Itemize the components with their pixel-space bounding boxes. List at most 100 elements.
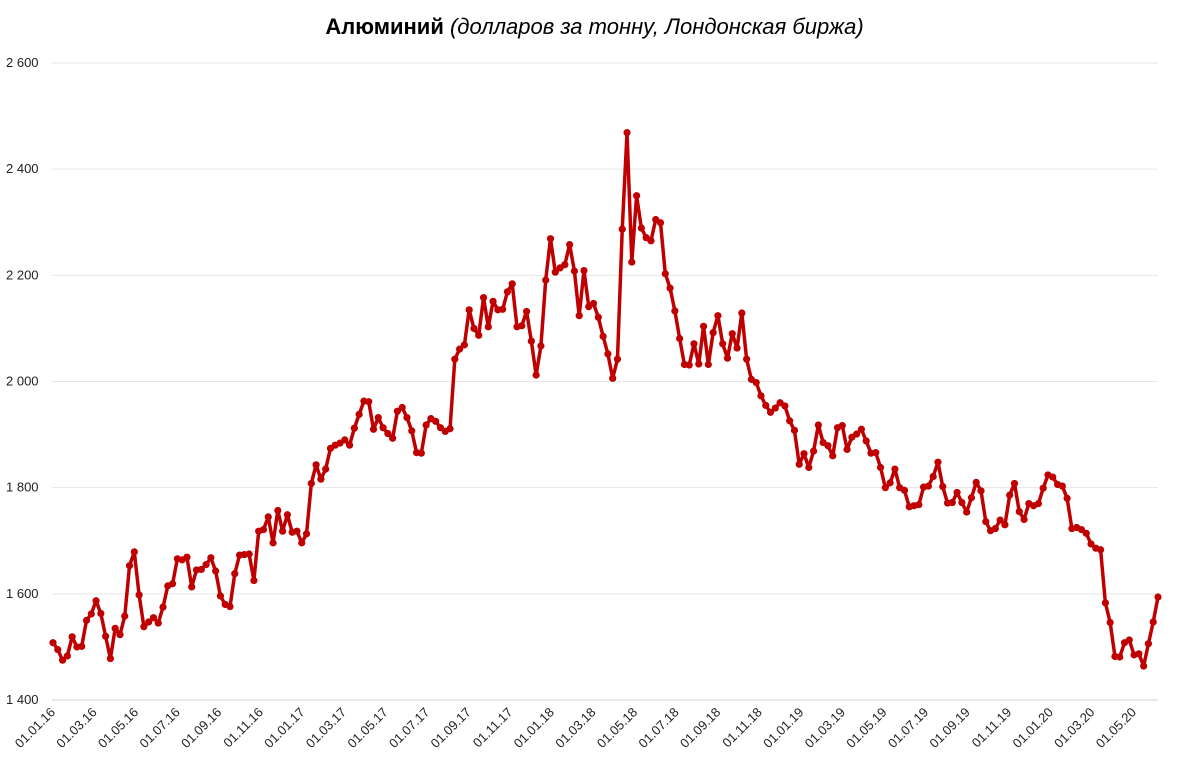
x-tick-label: 01.11.19	[969, 705, 1015, 751]
data-point	[355, 410, 363, 419]
data-point	[508, 280, 516, 288]
data-point	[723, 354, 732, 362]
x-tick-label: 01.03.17	[303, 705, 349, 751]
x-tick-label: 01.11.18	[719, 705, 765, 751]
data-point	[1140, 662, 1148, 670]
data-point	[829, 452, 837, 460]
data-point	[145, 618, 153, 626]
data-point	[790, 426, 799, 434]
data-point	[666, 284, 674, 292]
x-tick-label: 01.05.20	[1093, 705, 1139, 751]
data-point	[1001, 521, 1009, 529]
chart-title: Алюминий (долларов за тонну, Лондонская …	[0, 14, 1189, 40]
data-point	[613, 355, 622, 363]
data-point	[623, 128, 631, 137]
series-aluminium	[49, 128, 1162, 670]
data-point	[121, 612, 129, 620]
data-point	[757, 392, 765, 400]
data-point	[704, 360, 712, 369]
data-point	[934, 458, 942, 466]
data-point	[403, 413, 411, 422]
data-point	[805, 463, 813, 472]
data-point	[958, 498, 966, 507]
data-point	[786, 417, 794, 425]
data-point	[1034, 499, 1043, 508]
x-tick-label: 01.01.18	[511, 705, 557, 751]
data-point	[671, 307, 679, 315]
data-point	[1149, 618, 1157, 626]
data-point	[853, 430, 861, 438]
data-point	[202, 561, 210, 569]
data-point	[58, 656, 67, 664]
data-point	[149, 614, 158, 622]
data-point	[982, 518, 990, 526]
data-point	[63, 652, 71, 660]
x-tick-label: 01.09.16	[178, 705, 224, 751]
data-point	[369, 425, 378, 433]
data-point	[589, 299, 598, 308]
data-point	[269, 539, 277, 547]
x-tick-label: 01.07.16	[136, 705, 182, 751]
data-point	[537, 342, 545, 350]
data-point	[685, 361, 693, 369]
x-tick-label: 01.01.16	[12, 705, 58, 751]
data-point	[389, 434, 397, 442]
data-point	[499, 305, 507, 313]
data-point	[274, 506, 282, 515]
data-point	[408, 427, 416, 435]
data-point	[1096, 546, 1105, 554]
data-point	[609, 374, 617, 382]
data-point	[78, 642, 86, 650]
x-tick-label: 01.11.16	[220, 705, 266, 751]
data-point	[1082, 529, 1090, 537]
data-point	[489, 297, 497, 305]
x-tick-label: 01.03.16	[53, 705, 99, 751]
data-point	[479, 294, 488, 302]
data-point	[54, 645, 62, 654]
data-point	[307, 479, 315, 488]
data-point	[159, 603, 167, 611]
data-point	[843, 445, 851, 454]
data-point	[599, 332, 607, 340]
data-point	[470, 324, 478, 333]
data-point	[365, 398, 373, 406]
data-point	[604, 350, 612, 358]
data-point	[857, 425, 866, 433]
x-axis-ticks: 01.01.1601.03.1601.05.1601.07.1601.09.16…	[12, 705, 1139, 751]
data-point	[226, 602, 234, 611]
data-point	[460, 341, 468, 349]
data-point	[647, 237, 655, 245]
chart-title-main: Алюминий	[325, 14, 444, 39]
data-point	[398, 403, 406, 412]
data-point	[762, 401, 770, 409]
data-point	[1106, 618, 1114, 627]
data-point	[1087, 540, 1095, 548]
data-point	[518, 322, 526, 330]
data-point	[570, 267, 579, 275]
data-point	[231, 570, 239, 578]
data-point	[183, 553, 191, 561]
data-point	[322, 465, 330, 473]
data-point	[929, 472, 937, 481]
data-point	[49, 639, 57, 647]
data-point	[766, 408, 775, 416]
data-point	[948, 498, 956, 507]
x-tick-label: 01.05.19	[843, 705, 889, 751]
data-point	[809, 447, 818, 455]
x-tick-label: 01.03.20	[1051, 705, 1097, 751]
x-tick-label: 01.05.18	[594, 705, 640, 751]
x-tick-label: 01.07.18	[635, 705, 681, 751]
data-point	[1135, 650, 1143, 658]
data-point	[97, 609, 105, 618]
data-point	[939, 483, 947, 491]
data-point	[82, 616, 91, 624]
x-tick-label: 01.09.19	[926, 705, 972, 751]
data-point	[446, 425, 454, 433]
data-point	[1006, 491, 1014, 499]
data-point	[991, 524, 999, 533]
y-tick-label: 2 400	[6, 161, 39, 176]
data-point	[575, 312, 583, 320]
data-point	[379, 424, 387, 432]
data-point	[872, 449, 880, 457]
